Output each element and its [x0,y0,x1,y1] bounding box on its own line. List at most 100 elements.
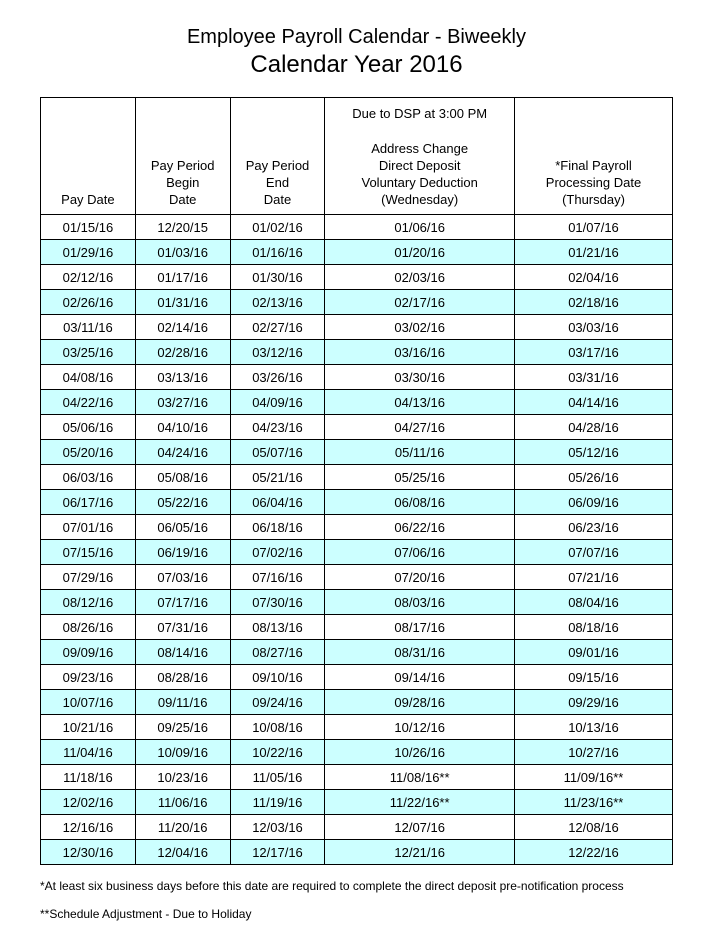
table-cell: 02/13/16 [230,290,325,315]
table-cell: 02/26/16 [41,290,136,315]
table-cell: 07/02/16 [230,540,325,565]
table-cell: 06/19/16 [135,540,230,565]
table-cell: 11/08/16** [325,765,515,790]
table-row: 06/03/1605/08/1605/21/1605/25/1605/26/16 [41,465,673,490]
table-row: 06/17/1605/22/1606/04/1606/08/1606/09/16 [41,490,673,515]
table-cell: 11/06/16 [135,790,230,815]
table-cell: 03/17/16 [514,340,672,365]
table-cell: 01/07/16 [514,215,672,240]
table-cell: 07/06/16 [325,540,515,565]
table-cell: 12/03/16 [230,815,325,840]
table-row: 11/18/1610/23/1611/05/1611/08/16**11/09/… [41,765,673,790]
table-row: 07/15/1606/19/1607/02/1607/06/1607/07/16 [41,540,673,565]
header-text: Pay Date [45,192,131,209]
table-cell: 06/09/16 [514,490,672,515]
header-line: Date [169,192,196,207]
header-pay-date: Pay Date [41,98,136,215]
table-cell: 01/15/16 [41,215,136,240]
table-cell: 01/17/16 [135,265,230,290]
table-cell: 08/26/16 [41,615,136,640]
table-row: 03/11/1602/14/1602/27/1603/02/1603/03/16 [41,315,673,340]
table-cell: 03/12/16 [230,340,325,365]
table-cell: 10/13/16 [514,715,672,740]
table-cell: 09/14/16 [325,665,515,690]
table-cell: 01/03/16 [135,240,230,265]
table-cell: 07/21/16 [514,565,672,590]
header-line: Processing Date [546,175,641,190]
table-cell: 10/07/16 [41,690,136,715]
table-cell: 03/25/16 [41,340,136,365]
header-line: Pay Period [246,158,310,173]
table-row: 02/26/1601/31/1602/13/1602/17/1602/18/16 [41,290,673,315]
table-cell: 07/30/16 [230,590,325,615]
table-cell: 05/25/16 [325,465,515,490]
table-cell: 06/22/16 [325,515,515,540]
table-cell: 12/21/16 [325,840,515,865]
table-cell: 09/24/16 [230,690,325,715]
table-cell: 06/05/16 [135,515,230,540]
page-subtitle: Calendar Year 2016 [40,51,673,79]
table-cell: 12/30/16 [41,840,136,865]
table-header-row: Pay Date Pay Period Begin Date Pay Perio… [41,98,673,215]
table-cell: 04/23/16 [230,415,325,440]
table-cell: 12/16/16 [41,815,136,840]
table-cell: 01/30/16 [230,265,325,290]
table-cell: 01/16/16 [230,240,325,265]
header-line: Voluntary Deduction [362,175,478,190]
table-cell: 09/09/16 [41,640,136,665]
table-cell: 09/10/16 [230,665,325,690]
header-line: *Final Payroll [555,158,632,173]
table-cell: 02/27/16 [230,315,325,340]
table-row: 05/20/1604/24/1605/07/1605/11/1605/12/16 [41,440,673,465]
header-begin-date: Pay Period Begin Date [135,98,230,215]
table-cell: 09/01/16 [514,640,672,665]
table-cell: 03/11/16 [41,315,136,340]
table-cell: 04/24/16 [135,440,230,465]
table-cell: 10/12/16 [325,715,515,740]
table-cell: 12/08/16 [514,815,672,840]
table-cell: 08/17/16 [325,615,515,640]
table-row: 11/04/1610/09/1610/22/1610/26/1610/27/16 [41,740,673,765]
footnote-2: **Schedule Adjustment - Due to Holiday [40,907,673,921]
table-cell: 08/27/16 [230,640,325,665]
table-cell: 10/22/16 [230,740,325,765]
table-cell: 05/22/16 [135,490,230,515]
table-cell: 04/14/16 [514,390,672,415]
table-row: 03/25/1602/28/1603/12/1603/16/1603/17/16 [41,340,673,365]
payroll-table: Pay Date Pay Period Begin Date Pay Perio… [40,97,673,865]
header-line: Direct Deposit [379,158,461,173]
table-cell: 04/22/16 [41,390,136,415]
table-cell: 10/21/16 [41,715,136,740]
table-cell: 04/28/16 [514,415,672,440]
table-cell: 02/04/16 [514,265,672,290]
table-cell: 10/27/16 [514,740,672,765]
table-cell: 08/28/16 [135,665,230,690]
table-row: 12/16/1611/20/1612/03/1612/07/1612/08/16 [41,815,673,840]
table-cell: 08/13/16 [230,615,325,640]
table-cell: 08/18/16 [514,615,672,640]
table-cell: 03/30/16 [325,365,515,390]
table-cell: 09/11/16 [135,690,230,715]
table-cell: 04/27/16 [325,415,515,440]
table-row: 09/09/1608/14/1608/27/1608/31/1609/01/16 [41,640,673,665]
table-cell: 03/13/16 [135,365,230,390]
table-cell: 04/13/16 [325,390,515,415]
header-line: Date [264,192,291,207]
header-end-date: Pay Period End Date [230,98,325,215]
table-cell: 08/03/16 [325,590,515,615]
header-final-payroll: *Final Payroll Processing Date (Thursday… [514,98,672,215]
table-cell: 05/07/16 [230,440,325,465]
table-cell: 02/18/16 [514,290,672,315]
table-cell: 11/20/16 [135,815,230,840]
table-cell: 03/03/16 [514,315,672,340]
table-row: 08/12/1607/17/1607/30/1608/03/1608/04/16 [41,590,673,615]
table-cell: 03/16/16 [325,340,515,365]
table-cell: 07/07/16 [514,540,672,565]
table-cell: 11/09/16** [514,765,672,790]
table-cell: 09/23/16 [41,665,136,690]
table-cell: 01/29/16 [41,240,136,265]
table-row: 01/29/1601/03/1601/16/1601/20/1601/21/16 [41,240,673,265]
header-line: (Thursday) [562,192,625,207]
table-cell: 07/01/16 [41,515,136,540]
table-cell: 05/26/16 [514,465,672,490]
